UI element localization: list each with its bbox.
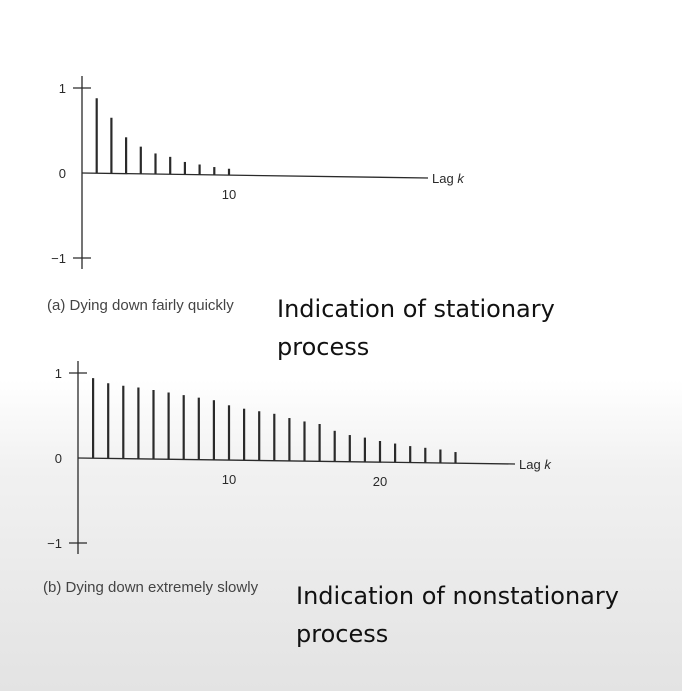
x-tick-label: 10 [222,472,236,487]
stationary-annotation: Indication of stationary process [277,295,555,361]
chart-b-caption: (b) Dying down extremely slowly [43,579,259,596]
x-tick-label: 20 [373,474,387,489]
x-tick-label: 10 [222,187,236,202]
y-tick-label: 1 [55,366,62,381]
x-axis-line [81,172,429,179]
nonstationary-annotation: Indication of nonstationary process [296,582,619,648]
x-axis-label: Lag k [519,457,552,472]
x-axis-line [77,457,516,465]
x-axis-label: Lag k [432,171,465,186]
y-tick-label: 1 [59,81,66,96]
y-tick-label: 0 [55,451,62,466]
y-tick-label: −1 [51,251,66,266]
y-tick-label: 0 [59,166,66,181]
y-tick-label: −1 [47,536,62,551]
chart-a-caption: (a) Dying down fairly quickly [47,297,234,314]
